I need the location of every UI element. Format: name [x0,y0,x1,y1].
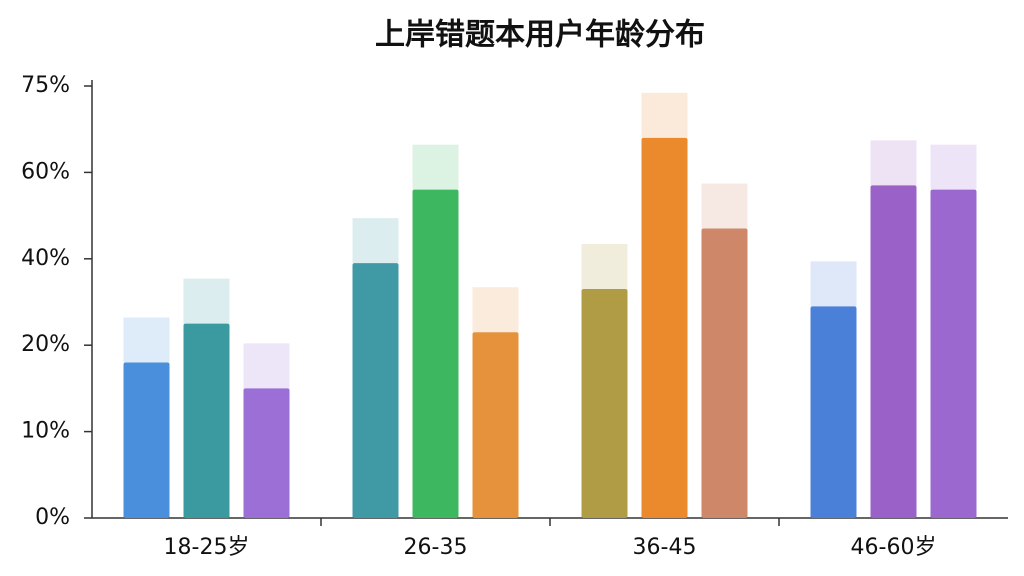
x-tick-label: 36-45 [633,535,697,560]
y-tick-label: 40% [21,246,70,271]
bar [352,263,399,518]
chart-title: 上岸错题本用户年龄分布 [375,18,705,53]
bar-glow [352,218,399,264]
x-tick-label: 46-60岁 [851,535,937,560]
x-tick-label: 18-25岁 [164,535,250,560]
y-tick-label: 75% [21,73,70,98]
bar-glow [183,278,230,324]
bar [870,185,917,519]
bar [472,332,519,518]
bar [123,362,170,518]
bar-glow [581,244,628,290]
bar [412,189,459,518]
bar-glow [641,92,688,138]
bar [930,189,977,518]
x-tick-label: 26-35 [404,535,468,560]
bar-glow [930,144,977,190]
bar-glow [472,287,519,333]
bar-glow [412,144,459,190]
bar [581,289,628,518]
y-tick-label: 60% [21,159,70,184]
y-tick-label: 10% [21,419,70,444]
bar [701,228,748,518]
bar-glow [870,140,917,186]
y-tick-label: 20% [21,332,70,357]
bar-glow [810,261,857,307]
bar [243,388,290,518]
bar [183,323,230,518]
bar-glow [701,183,748,229]
y-tick-label: 0% [35,505,70,530]
bar-glow [243,343,290,389]
bar-glow [123,317,170,363]
bar [641,137,688,518]
bar [810,306,857,518]
